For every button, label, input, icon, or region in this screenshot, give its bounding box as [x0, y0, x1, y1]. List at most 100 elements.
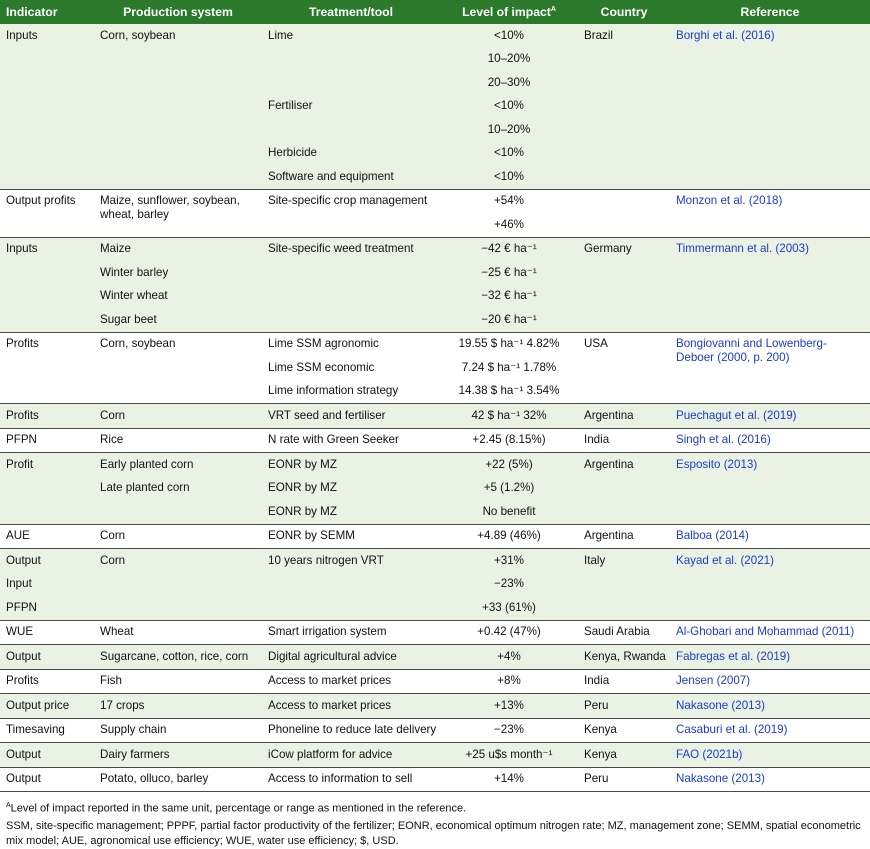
cell-impact: +25 u$s month⁻¹ — [440, 742, 578, 767]
table-row: +46% — [0, 213, 870, 237]
cell-country: Peru — [578, 767, 670, 792]
cell-treatment: Site-specific crop management — [262, 189, 440, 213]
cell-impact: +14% — [440, 767, 578, 792]
cell-treatment: Fertiliser — [262, 94, 440, 118]
reference-link[interactable]: Puechagut et al. (2019) — [670, 403, 870, 428]
table-row: 10–20% — [0, 118, 870, 142]
reference-link[interactable]: Al-Ghobari and Mohammad (2011) — [670, 620, 870, 645]
cell-treatment: Lime SSM agronomic — [262, 332, 440, 356]
cell-country: Italy — [578, 548, 670, 573]
group-nakasone-sell: Output Potato, olluco, barley Access to … — [0, 767, 870, 792]
table-row: Lime information strategy 14.38 $ ha⁻¹ 3.… — [0, 379, 870, 404]
cell-impact: −20 € ha⁻¹ — [440, 308, 578, 332]
cell-country: India — [578, 669, 670, 694]
cell-treatment: Access to information to sell — [262, 767, 440, 792]
cell-indicator: Profits — [0, 669, 94, 694]
header-row: Indicator Production system Treatment/to… — [0, 0, 870, 24]
group-balboa: AUE Corn EONR by SEMM +4.89 (46%) Argent… — [0, 524, 870, 549]
cell-treatment: VRT seed and fertiliser — [262, 403, 440, 428]
reference-link[interactable]: Kayad et al. (2021) — [670, 548, 870, 573]
cell-impact: +31% — [440, 548, 578, 573]
table-footnotes: ALevel of impact reported in the same un… — [0, 792, 870, 849]
reference-link[interactable]: FAO (2021b) — [670, 742, 870, 767]
cell-treatment: Software and equipment — [262, 165, 440, 189]
cell-impact: 42 $ ha⁻¹ 32% — [440, 403, 578, 428]
cell-production: Maize, sunflower, soybean, wheat, barley — [94, 189, 262, 237]
cell-impact: 10–20% — [440, 118, 578, 142]
reference-link[interactable]: Singh et al. (2016) — [670, 428, 870, 453]
reference-link[interactable]: Jensen (2007) — [670, 669, 870, 694]
table-row: AUE Corn EONR by SEMM +4.89 (46%) Argent… — [0, 524, 870, 549]
cell-impact: −23% — [440, 572, 578, 596]
table-row: Lime SSM economic 7.24 $ ha⁻¹ 1.78% — [0, 356, 870, 380]
group-puechagut: Profits Corn VRT seed and fertiliser 42 … — [0, 403, 870, 428]
header-impact-footnote-mark: A — [550, 5, 556, 13]
table-row: Software and equipment <10% — [0, 165, 870, 189]
cell-indicator: Inputs — [0, 24, 94, 48]
header-country: Country — [578, 0, 670, 24]
cell-treatment: Smart irrigation system — [262, 620, 440, 645]
reference-link[interactable]: Esposito (2013) — [670, 452, 870, 477]
reference-link[interactable]: Borghi et al. (2016) — [670, 24, 870, 48]
table-row: 20–30% — [0, 71, 870, 95]
cell-production: Corn — [94, 403, 262, 428]
cell-country: Saudi Arabia — [578, 620, 670, 645]
group-nakasone-price: Output price 17 crops Access to market p… — [0, 693, 870, 718]
cell-treatment: Phoneline to reduce late delivery — [262, 718, 440, 743]
table-row: Fertiliser <10% — [0, 94, 870, 118]
cell-production: Supply chain — [94, 718, 262, 743]
cell-indicator: Inputs — [0, 237, 94, 261]
table-row: Profit Early planted corn EONR by MZ +22… — [0, 452, 870, 477]
cell-treatment: Digital agricultural advice — [262, 644, 440, 669]
reference-link[interactable]: Nakasone (2013) — [670, 767, 870, 792]
table-row: PFPN Rice N rate with Green Seeker +2.45… — [0, 428, 870, 453]
table-row: Timesaving Supply chain Phoneline to red… — [0, 718, 870, 743]
cell-impact: <10% — [440, 24, 578, 48]
cell-production: Sugarcane, cotton, rice, corn — [94, 644, 262, 669]
cell-treatment: EONR by MZ — [262, 452, 440, 477]
cell-indicator: AUE — [0, 524, 94, 549]
group-alghobari: WUE Wheat Smart irrigation system +0.42 … — [0, 620, 870, 645]
footnote-a-text: Level of impact reported in the same uni… — [10, 802, 467, 815]
cell-treatment: EONR by MZ — [262, 500, 440, 524]
cell-treatment: N rate with Green Seeker — [262, 428, 440, 453]
cell-impact: 10–20% — [440, 47, 578, 71]
cell-impact: +33 (61%) — [440, 596, 578, 620]
reference-link[interactable]: Monzon et al. (2018) — [670, 189, 870, 213]
group-fabregas: Output Sugarcane, cotton, rice, corn Dig… — [0, 644, 870, 669]
cell-production: Corn, soybean — [94, 332, 262, 356]
cell-country: Kenya — [578, 742, 670, 767]
cell-impact: +13% — [440, 693, 578, 718]
header-impact-label: Level of impact — [462, 5, 551, 19]
header-treatment: Treatment/tool — [262, 0, 440, 24]
cell-indicator: Profit — [0, 452, 94, 477]
cell-treatment: Access to market prices — [262, 693, 440, 718]
reference-link[interactable]: Casaburi et al. (2019) — [670, 718, 870, 743]
cell-country: Kenya — [578, 718, 670, 743]
reference-link[interactable]: Fabregas et al. (2019) — [670, 644, 870, 669]
cell-indicator: PFPN — [0, 428, 94, 453]
group-fao: Output Dairy farmers iCow platform for a… — [0, 742, 870, 767]
group-timmermann: Inputs Maize Site-specific weed treatmen… — [0, 237, 870, 332]
group-singh: PFPN Rice N rate with Green Seeker +2.45… — [0, 428, 870, 453]
reference-link[interactable]: Bongiovanni and Lowenberg-Deboer (2000, … — [670, 332, 870, 380]
cell-impact: −42 € ha⁻¹ — [440, 237, 578, 261]
table-row: Profits Corn VRT seed and fertiliser 42 … — [0, 403, 870, 428]
cell-country: Peru — [578, 693, 670, 718]
table-row: Input −23% — [0, 572, 870, 596]
table-row: Inputs Maize Site-specific weed treatmen… — [0, 237, 870, 261]
cell-production: Sugar beet — [94, 308, 262, 332]
impact-table: Indicator Production system Treatment/to… — [0, 0, 870, 792]
cell-impact: 20–30% — [440, 71, 578, 95]
table-row: Output Potato, olluco, barley Access to … — [0, 767, 870, 792]
cell-production: Fish — [94, 669, 262, 694]
cell-impact: +54% — [440, 189, 578, 213]
cell-treatment: EONR by MZ — [262, 476, 440, 500]
reference-link[interactable]: Balboa (2014) — [670, 524, 870, 549]
table-row: Output price 17 crops Access to market p… — [0, 693, 870, 718]
group-kayad: Output Corn 10 years nitrogen VRT +31% I… — [0, 548, 870, 620]
table-row: Inputs Corn, soybean Lime <10% Brazil Bo… — [0, 24, 870, 48]
cell-production: Winter barley — [94, 261, 262, 285]
reference-link[interactable]: Timmermann et al. (2003) — [670, 237, 870, 261]
reference-link[interactable]: Nakasone (2013) — [670, 693, 870, 718]
